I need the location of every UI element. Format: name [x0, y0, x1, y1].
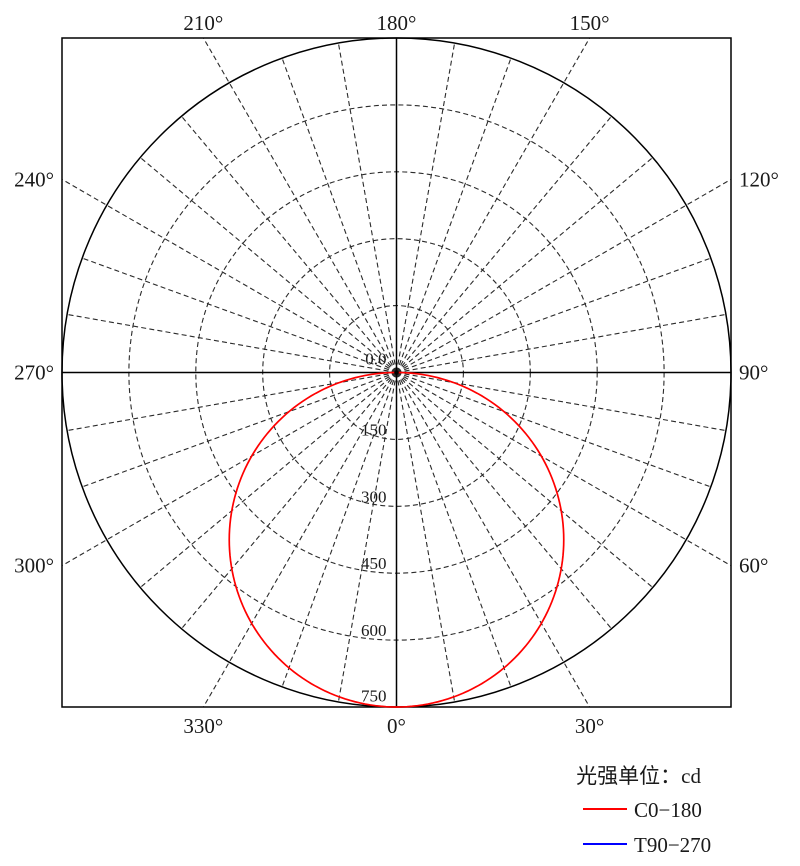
- svg-text:150°: 150°: [570, 11, 610, 35]
- svg-text:270°: 270°: [14, 361, 54, 385]
- svg-text:120°: 120°: [739, 167, 779, 191]
- svg-text:180°: 180°: [377, 11, 417, 35]
- svg-text:0°: 0°: [387, 714, 406, 738]
- svg-text:C0−180: C0−180: [634, 798, 702, 822]
- svg-text:450: 450: [361, 554, 387, 573]
- svg-text:600: 600: [361, 621, 387, 640]
- svg-text:60°: 60°: [739, 554, 768, 578]
- svg-text:0.0: 0.0: [365, 350, 386, 369]
- svg-text:90°: 90°: [739, 361, 768, 385]
- svg-text:150: 150: [361, 420, 387, 439]
- svg-text:210°: 210°: [183, 11, 223, 35]
- svg-text:750: 750: [361, 687, 387, 706]
- svg-text:300°: 300°: [14, 554, 54, 578]
- svg-text:光强单位：cd: 光强单位：cd: [576, 764, 701, 788]
- svg-text:300: 300: [361, 487, 387, 506]
- svg-text:240°: 240°: [14, 167, 54, 191]
- svg-text:330°: 330°: [183, 714, 223, 738]
- svg-text:30°: 30°: [575, 714, 604, 738]
- svg-text:T90−270: T90−270: [634, 833, 711, 857]
